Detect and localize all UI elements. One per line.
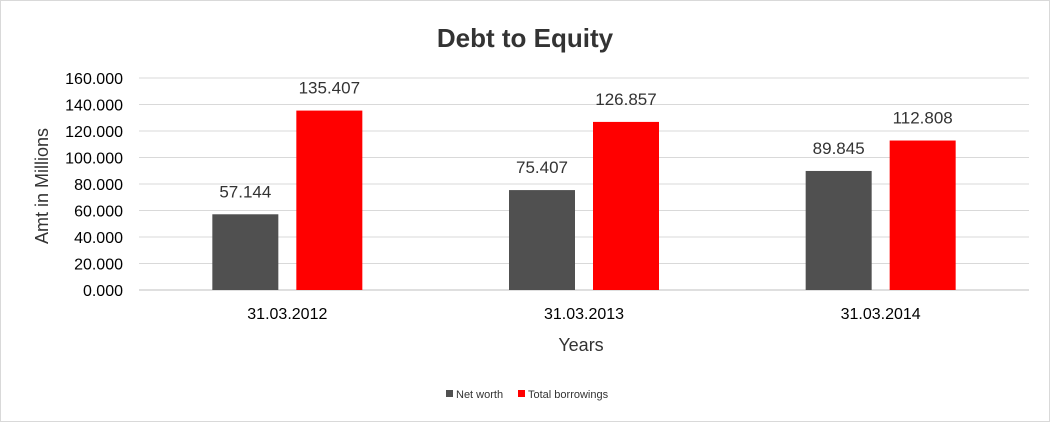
data-label: 89.845	[813, 139, 865, 158]
chart-title: Debt to Equity	[437, 23, 614, 53]
y-axis-title: Amt in Millions	[32, 128, 52, 244]
legend-label: Net worth	[456, 389, 503, 401]
x-axis-title: Years	[558, 335, 603, 355]
y-axis-ticks: 0.000 20.000 40.000 60.000 80.000 100.000 120.…	[65, 71, 123, 300]
y-tick-label: 60.000	[74, 204, 123, 221]
legend-label: Total borrowings	[528, 389, 609, 401]
bar-net-worth	[509, 190, 575, 290]
y-tick-label: 120.000	[65, 124, 123, 141]
y-tick-label: 140.000	[65, 98, 123, 115]
y-tick-label: 40.000	[74, 230, 123, 247]
bar-total-borrowings	[593, 121, 659, 290]
x-tick-label: 31.03.2012	[247, 306, 327, 323]
bar-net-worth	[212, 214, 279, 290]
legend: Net worth Total borrowings	[446, 389, 609, 401]
x-tick-label: 31.03.2014	[841, 306, 921, 323]
data-label: 112.808	[893, 109, 953, 128]
x-axis-ticks: 31.03.2012 31.03.2013 31.03.2014	[247, 306, 921, 323]
y-tick-label: 160.000	[65, 71, 123, 88]
gridlines	[139, 77, 1029, 291]
bar-total-borrowings	[296, 110, 363, 290]
y-tick-label: 100.000	[65, 151, 123, 168]
data-label: 57.144	[219, 182, 271, 201]
y-tick-label: 80.000	[74, 177, 123, 194]
bar-net-worth	[805, 170, 872, 290]
bar-total-borrowings	[889, 140, 956, 290]
y-tick-label: 20.000	[74, 257, 123, 274]
bars	[212, 110, 956, 290]
data-labels: 57.144 135.407 75.407 126.857 89.845 112.808	[219, 79, 952, 202]
legend-swatch	[446, 390, 453, 397]
data-label: 75.407	[516, 158, 568, 177]
x-tick-label: 31.03.2013	[544, 306, 624, 323]
data-label: 135.407	[299, 79, 360, 98]
data-label: 126.857	[595, 90, 656, 109]
y-tick-label: 0.000	[83, 283, 123, 300]
legend-swatch	[518, 390, 525, 397]
